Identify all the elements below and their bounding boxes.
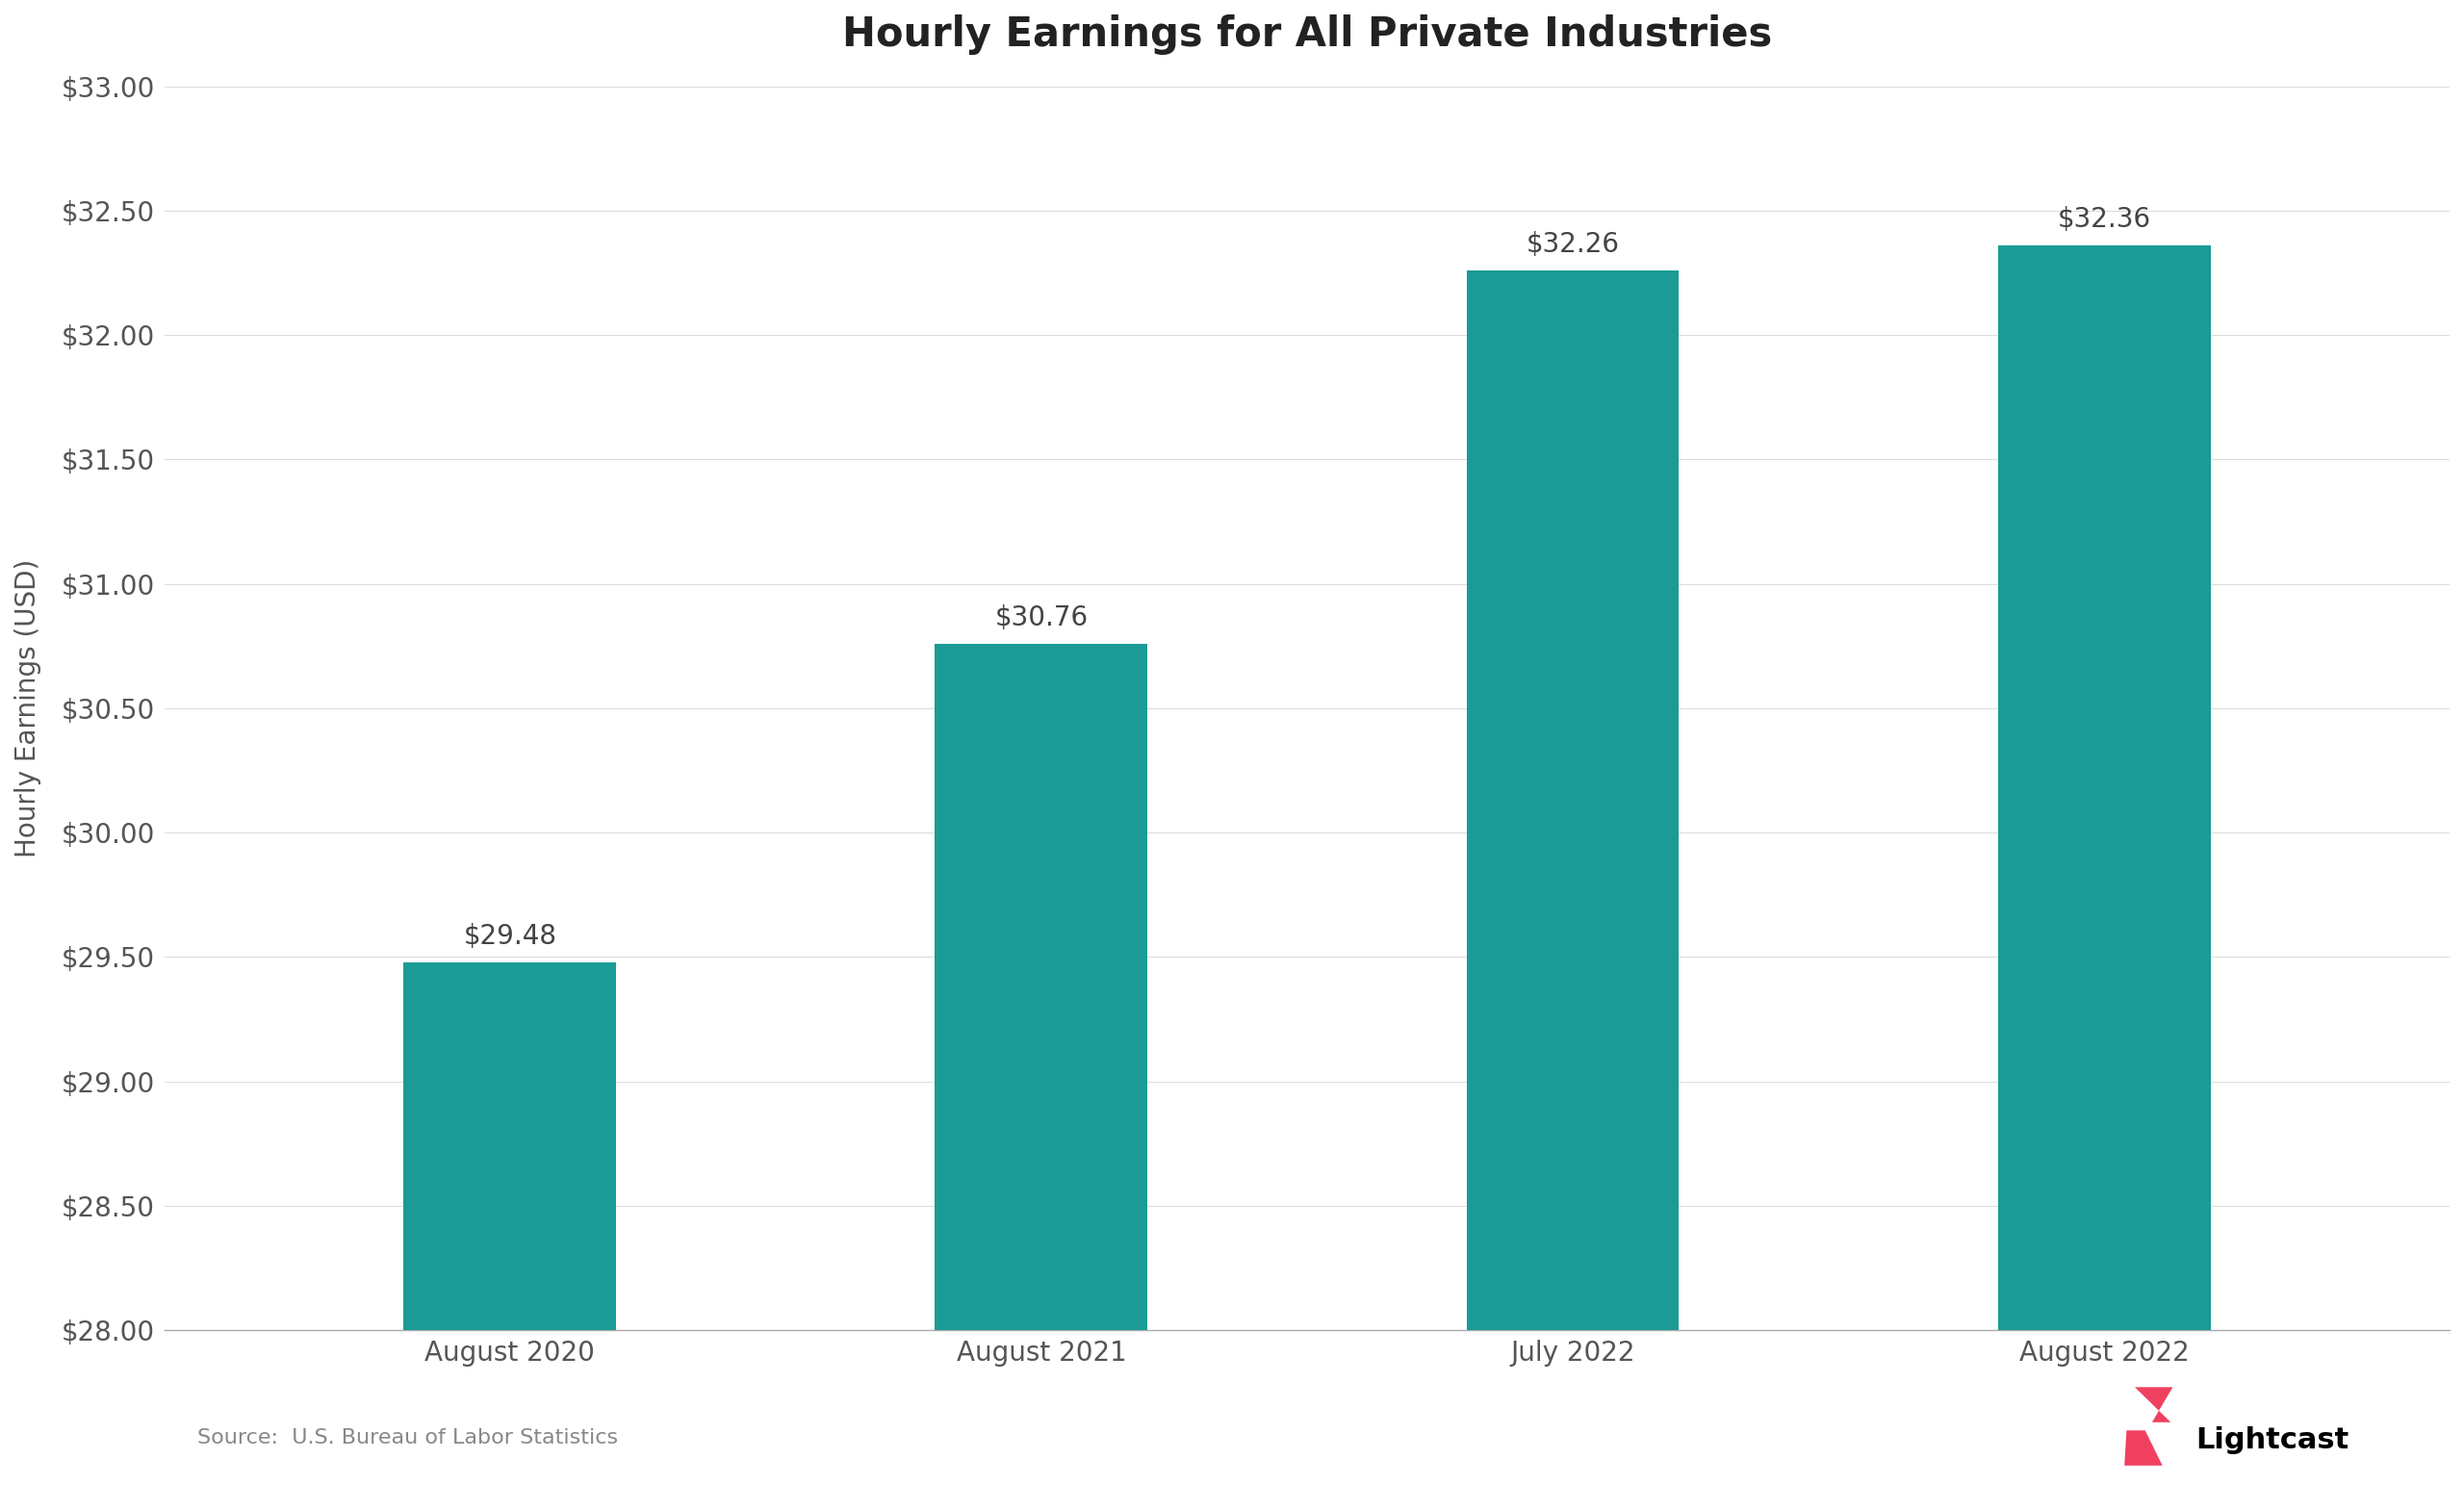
Title: Hourly Earnings for All Private Industries: Hourly Earnings for All Private Industri…: [843, 15, 1772, 55]
Bar: [934, 643, 1148, 1331]
Text: $32.26: $32.26: [1525, 232, 1619, 258]
Polygon shape: [2124, 1430, 2163, 1466]
Bar: [1998, 245, 2210, 1331]
Text: $29.48: $29.48: [463, 922, 557, 949]
Bar: [1466, 270, 1678, 1331]
Y-axis label: Hourly Earnings (USD): Hourly Earnings (USD): [15, 558, 42, 858]
Text: $30.76: $30.76: [995, 604, 1089, 631]
Text: Lightcast: Lightcast: [2195, 1427, 2348, 1454]
Text: $32.36: $32.36: [2057, 206, 2151, 233]
Polygon shape: [2134, 1387, 2173, 1423]
Bar: [404, 962, 616, 1331]
Text: Source:  U.S. Bureau of Labor Statistics: Source: U.S. Bureau of Labor Statistics: [197, 1429, 618, 1448]
